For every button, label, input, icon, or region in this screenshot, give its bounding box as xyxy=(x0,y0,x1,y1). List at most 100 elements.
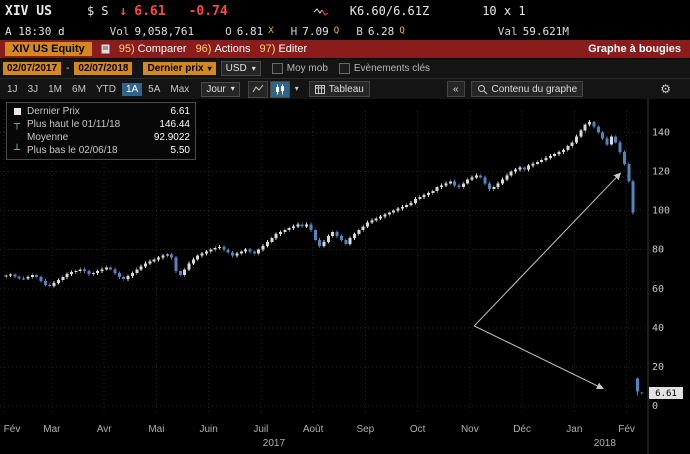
open-value: 6.81 xyxy=(236,24,264,38)
svg-text:Fév: Fév xyxy=(4,424,21,435)
currency-value: USD xyxy=(225,63,247,74)
candlestick-chart-type-button[interactable] xyxy=(269,80,290,98)
menu-item-label: Actions xyxy=(214,43,251,55)
legend-label: Plus bas le 02/06/18 xyxy=(27,145,118,156)
volume-value: 9,058,761 xyxy=(134,24,195,38)
svg-text:40: 40 xyxy=(652,323,664,334)
chart-content-button[interactable]: Contenu du graphe xyxy=(470,81,584,97)
svg-text:Juil: Juil xyxy=(253,424,268,435)
candles xyxy=(4,119,644,396)
period-3j[interactable]: 3J xyxy=(27,83,39,95)
legend-value: 146.44 xyxy=(159,119,190,130)
line-chart-type-button[interactable] xyxy=(247,80,268,98)
svg-text:Avr: Avr xyxy=(97,424,112,435)
svg-text:2017: 2017 xyxy=(263,438,286,449)
menu-item-number: 97) xyxy=(259,43,276,55)
key-events-label: Evènements clés xyxy=(353,63,431,74)
period-max[interactable]: Max xyxy=(170,83,190,95)
svg-text:Nov: Nov xyxy=(461,424,479,435)
mov-avg-checkbox[interactable]: Moy mob xyxy=(271,63,328,74)
period-1a[interactable]: 1A xyxy=(121,82,143,96)
collapse-button[interactable]: « xyxy=(446,81,465,97)
session-flag: S xyxy=(101,4,109,18)
legend-row-low: ┴ Plus bas le 02/06/18 5.50 xyxy=(12,144,190,157)
chart-legend: Dernier Prix 6.61 ┬ Plus haut le 01/11/1… xyxy=(6,102,196,160)
as-of-time: A 18:30 d xyxy=(5,24,65,38)
currency-select[interactable]: USD ▾ xyxy=(220,61,261,76)
legend-row-high: ┬ Plus haut le 01/11/18 146.44 xyxy=(12,118,190,131)
svg-text:Oct: Oct xyxy=(410,424,426,435)
date-separator: - xyxy=(66,63,70,74)
price-field-value: Dernier prix xyxy=(147,63,204,74)
svg-text:0: 0 xyxy=(652,401,658,412)
period-6m[interactable]: 6M xyxy=(72,83,86,95)
interval-select[interactable]: Jour ▾ xyxy=(201,81,240,97)
menu-item-label: Comparer xyxy=(137,43,187,55)
open-exch-code: X xyxy=(268,26,274,36)
chevron-down-icon: ▾ xyxy=(207,63,212,73)
high-exch-code: Q xyxy=(333,26,340,36)
menu-bar: XIV US Equity 95) Comparer 96) Actions 9… xyxy=(0,40,690,58)
price-field-select[interactable]: Dernier prix ▾ xyxy=(143,62,216,75)
note-icon[interactable] xyxy=(101,44,110,54)
period-ytd[interactable]: YTD xyxy=(95,83,116,95)
svg-text:Mai: Mai xyxy=(148,424,164,435)
svg-text:Déc: Déc xyxy=(513,424,531,435)
date-from-field[interactable]: 02/07/2017 xyxy=(3,62,62,75)
quote-line-1: XIV US $ S ↓ 6.61 -0.74 K6.60/6.61Z 10 x… xyxy=(0,0,690,22)
legend-value: 92.9022 xyxy=(153,132,190,143)
annotation-arrows xyxy=(473,172,622,390)
table-icon xyxy=(314,84,325,94)
last-price: 6.61 xyxy=(134,3,166,19)
line-chart-icon xyxy=(252,84,264,93)
key-events-checkbox[interactable]: Evènements clés xyxy=(338,63,431,74)
last-price-marker xyxy=(13,108,21,115)
date-to-value: 02/07/2018 xyxy=(78,63,129,74)
axis-labels: 0 20 40 60 80 100 120 140 Fév Mar Avr Mai Juin Juil Ao… xyxy=(4,99,670,454)
legend-label: Dernier Prix xyxy=(27,106,80,117)
high-value: 7.09 xyxy=(302,24,329,38)
panel-title: Graphe à bougies xyxy=(588,43,681,55)
chevron-down-icon: ▾ xyxy=(251,63,256,73)
volume-label: Vol xyxy=(109,24,130,38)
candlestick-chart[interactable]: 0 20 40 60 80 100 120 140 Fév Mar Avr Mai Juin Juil Ao… xyxy=(0,99,690,454)
value-label: Val xyxy=(497,24,518,38)
svg-text:Jan: Jan xyxy=(566,424,582,435)
period-1j[interactable]: 1J xyxy=(7,83,18,95)
svg-text:80: 80 xyxy=(652,245,664,256)
last-price-axis-badge: 6.61 xyxy=(649,387,683,400)
menu-item-number: 95) xyxy=(118,43,135,55)
date-to-field[interactable]: 02/07/2018 xyxy=(74,62,133,75)
svg-text:20: 20 xyxy=(652,362,664,373)
menu-item-number: 96) xyxy=(195,43,212,55)
menu-item-editer[interactable]: 97) Editer xyxy=(260,43,308,55)
mini-chart-icon[interactable] xyxy=(313,6,329,17)
quote-panel: XIV US $ S ↓ 6.61 -0.74 K6.60/6.61Z 10 x… xyxy=(0,0,690,40)
open-label: O xyxy=(225,24,232,38)
svg-text:2018: 2018 xyxy=(594,438,617,449)
chart-controls-toolbar: 1J 3J 1M 6M YTD 1A 5A Max Jour ▾ ▾ xyxy=(0,78,690,99)
period-1m[interactable]: 1M xyxy=(48,83,63,95)
chevron-down-icon: ▾ xyxy=(230,84,235,93)
mov-avg-label: Moy mob xyxy=(286,63,328,74)
legend-label: Moyenne xyxy=(27,132,69,143)
high-label: H xyxy=(290,24,298,38)
ticker: XIV US xyxy=(5,3,52,19)
svg-text:140: 140 xyxy=(652,128,670,139)
table-button[interactable]: Tableau xyxy=(308,81,370,97)
chart-type-caret-icon[interactable]: ▾ xyxy=(294,84,299,93)
gear-icon[interactable]: ⚙ xyxy=(660,82,671,96)
legend-value: 6.61 xyxy=(170,106,190,117)
period-5a[interactable]: 5A xyxy=(148,83,161,95)
security-field[interactable]: XIV US Equity xyxy=(5,42,92,56)
svg-text:100: 100 xyxy=(652,206,670,217)
currency-flag: $ xyxy=(86,4,95,18)
svg-text:Fév: Fév xyxy=(618,424,635,435)
menu-item-actions[interactable]: 96) Actions xyxy=(196,43,251,55)
low-label: B xyxy=(356,24,363,38)
svg-text:6.61: 6.61 xyxy=(655,389,677,399)
chart-content-label: Contenu du graphe xyxy=(491,83,578,95)
menu-item-comparer[interactable]: 95) Comparer xyxy=(119,43,187,55)
table-button-label: Tableau xyxy=(328,83,364,95)
chart-settings-toolbar: 02/07/2017 - 02/07/2018 Dernier prix ▾ U… xyxy=(0,58,690,78)
